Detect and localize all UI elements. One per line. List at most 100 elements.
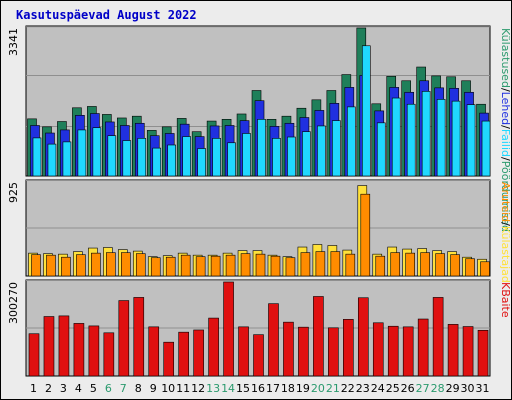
hits-bar bbox=[405, 252, 415, 277]
day-label: 27 bbox=[416, 382, 430, 395]
legend-entry: Külastajad bbox=[499, 226, 512, 283]
day-label: 26 bbox=[401, 382, 415, 395]
kbytes-bar bbox=[268, 303, 279, 377]
hits-bar bbox=[31, 254, 41, 277]
legend-entry: / bbox=[499, 157, 512, 161]
files-bar bbox=[77, 129, 87, 177]
files-bar bbox=[227, 142, 236, 177]
hits-bar bbox=[300, 252, 311, 277]
legend-hits: Aruteid/Külastajad bbox=[499, 182, 512, 283]
day-label: 12 bbox=[191, 382, 205, 395]
hits-bar bbox=[315, 251, 326, 277]
kbytes-bar bbox=[477, 329, 489, 377]
day-label: 4 bbox=[75, 382, 82, 395]
files-bar bbox=[32, 137, 42, 177]
hits-bar bbox=[345, 253, 356, 277]
files-bar bbox=[287, 136, 296, 177]
day-label: 25 bbox=[386, 382, 400, 395]
hits-bar bbox=[255, 253, 266, 277]
hits-bar bbox=[465, 258, 475, 277]
kbytes-bar bbox=[313, 296, 324, 377]
kbytes-bar bbox=[133, 297, 145, 377]
files-bar bbox=[361, 45, 371, 177]
hits-bar bbox=[135, 253, 146, 277]
hits-bar bbox=[61, 256, 71, 277]
files-bar bbox=[317, 125, 326, 177]
day-label: 10 bbox=[161, 382, 175, 395]
kbytes-bar bbox=[387, 325, 399, 377]
files-bar bbox=[122, 140, 132, 177]
kbytes-bar bbox=[462, 326, 474, 377]
kbytes-bar bbox=[283, 321, 294, 377]
legend-entry: Aruteid bbox=[499, 182, 512, 222]
hits-bar bbox=[195, 256, 206, 277]
legend-entry: Külastused bbox=[499, 28, 512, 88]
hits-bar bbox=[480, 261, 490, 277]
day-label: 30 bbox=[461, 382, 475, 395]
legend-entry: KBaite bbox=[499, 282, 512, 318]
day-label: 14 bbox=[221, 382, 235, 395]
day-label: 9 bbox=[150, 382, 157, 395]
kbytes-bar bbox=[193, 329, 204, 377]
legend-entry: Lehed bbox=[499, 92, 512, 125]
kbytes-bar bbox=[88, 325, 100, 377]
kbytes-bar bbox=[253, 334, 264, 377]
day-label: 8 bbox=[135, 382, 142, 395]
files-bar bbox=[242, 133, 251, 177]
files-bar bbox=[92, 127, 102, 177]
ymax-label: 925 bbox=[7, 182, 20, 203]
files-bar bbox=[421, 91, 431, 177]
legend-entry: / bbox=[499, 222, 512, 226]
files-bar bbox=[406, 103, 416, 177]
files-bar bbox=[167, 144, 177, 177]
hits-bar bbox=[270, 255, 281, 277]
files-bar bbox=[481, 120, 491, 177]
day-label: 18 bbox=[281, 382, 295, 395]
hits-bar bbox=[106, 252, 116, 277]
hits-bar bbox=[165, 256, 176, 277]
day-label: 2 bbox=[45, 382, 52, 395]
legend-entry: Pöördumised bbox=[499, 161, 512, 232]
files-bar bbox=[212, 138, 221, 177]
day-label: 13 bbox=[206, 382, 220, 395]
hits-bar bbox=[285, 257, 296, 277]
day-label: 5 bbox=[90, 382, 97, 395]
hits-bar bbox=[225, 254, 236, 277]
kbytes-bar bbox=[343, 319, 354, 377]
kbytes-bar bbox=[103, 332, 115, 377]
kbytes-bar bbox=[417, 318, 429, 377]
kbytes-bar bbox=[58, 315, 70, 377]
kbytes-bar bbox=[208, 317, 219, 377]
day-label: 21 bbox=[326, 382, 340, 395]
hits-bar bbox=[435, 253, 445, 277]
kbytes-bar bbox=[238, 326, 249, 377]
legend-entry: Failid bbox=[499, 129, 512, 157]
files-bar bbox=[347, 106, 356, 177]
ymax-label: 300270 bbox=[7, 282, 20, 324]
ymax-label: 3341 bbox=[7, 28, 20, 56]
legend-entry: / bbox=[499, 88, 512, 92]
kbytes-bar bbox=[328, 327, 339, 377]
kbytes-bar bbox=[402, 326, 414, 377]
day-label: 24 bbox=[371, 382, 385, 395]
chart-title: Kasutuspäevad August 2022 bbox=[16, 8, 197, 22]
hits-bar bbox=[210, 255, 221, 277]
kbytes-bar bbox=[163, 341, 175, 377]
kbytes-bar bbox=[43, 316, 55, 377]
day-label: 16 bbox=[251, 382, 265, 395]
day-label: 6 bbox=[105, 382, 112, 395]
files-bar bbox=[376, 122, 386, 177]
hits-bar bbox=[121, 252, 131, 277]
hits-bar bbox=[240, 253, 251, 277]
day-label: 31 bbox=[476, 382, 490, 395]
files-bar bbox=[272, 138, 281, 177]
day-label: 3 bbox=[60, 382, 67, 395]
legend-entry: / bbox=[499, 125, 512, 129]
hits-bar bbox=[420, 252, 430, 277]
day-label: 22 bbox=[341, 382, 355, 395]
kbytes-bar bbox=[28, 333, 40, 377]
hits-bar bbox=[390, 252, 401, 277]
files-bar bbox=[302, 131, 311, 177]
files-bar bbox=[152, 147, 162, 177]
